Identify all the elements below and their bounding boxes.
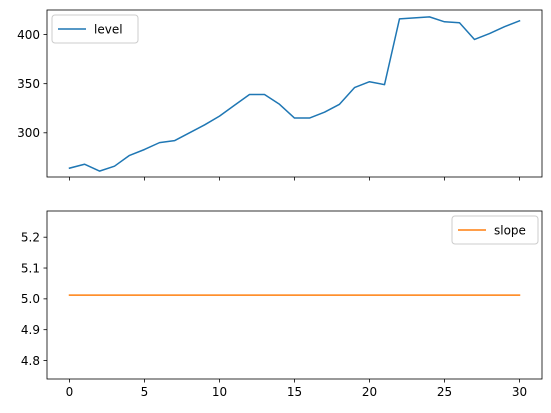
y-tick-label: 350 bbox=[17, 77, 40, 91]
y-tick-label: 4.9 bbox=[21, 323, 40, 337]
x-tick-label: 0 bbox=[66, 385, 74, 399]
y-tick-label: 5.0 bbox=[21, 292, 40, 306]
y-tick-label: 5.2 bbox=[21, 231, 40, 245]
legend-box bbox=[51, 14, 139, 44]
y-tick-label: 5.1 bbox=[21, 261, 40, 275]
legend-label-level: level bbox=[94, 22, 123, 36]
y-tick-label: 400 bbox=[17, 28, 40, 42]
x-tick-label: 10 bbox=[212, 385, 227, 399]
x-tick-label: 25 bbox=[437, 385, 452, 399]
subplot-1: 300 350 400 level bbox=[17, 9, 543, 181]
x-tick-label: 15 bbox=[287, 385, 302, 399]
x-tick-label: 30 bbox=[512, 385, 527, 399]
subplot-2: 0 5 10 15 20 25 30 4.8 4.9 5.0 5.1 5.2 slope bbox=[21, 210, 543, 399]
y-tick-label: 4.8 bbox=[21, 354, 40, 368]
legend: level bbox=[51, 14, 139, 44]
legend-label-slope: slope bbox=[494, 223, 526, 237]
series-line-level bbox=[68, 16, 521, 172]
y-tick-label: 300 bbox=[17, 126, 40, 140]
x-tick-label: 5 bbox=[141, 385, 149, 399]
legend: slope bbox=[451, 215, 539, 245]
x-tick-label: 20 bbox=[362, 385, 377, 399]
legend-box bbox=[451, 215, 539, 245]
